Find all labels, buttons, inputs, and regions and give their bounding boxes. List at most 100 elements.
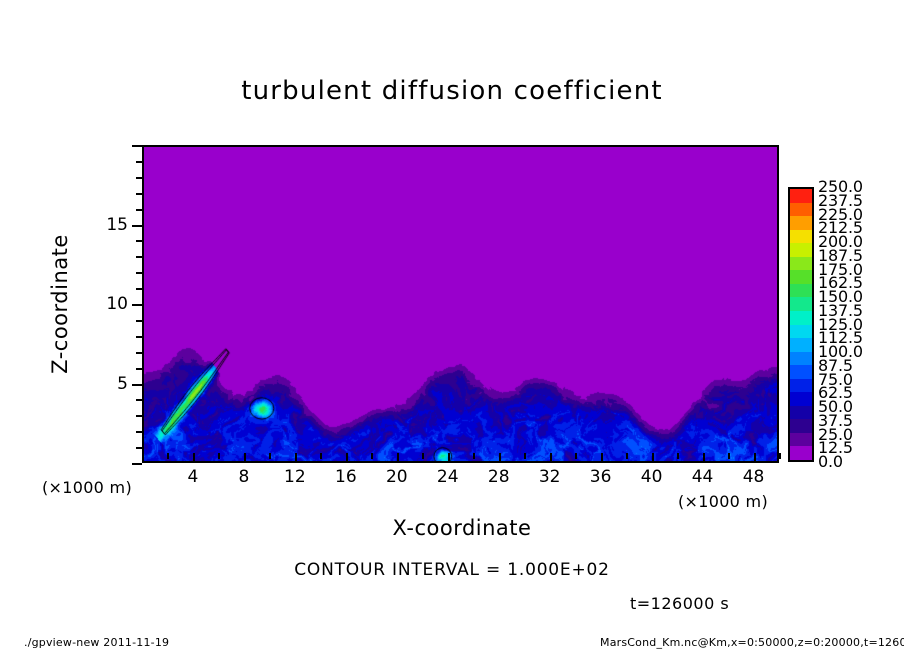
colorbar-band: [790, 432, 812, 447]
x-axis: 4 8 12 16 20 24 28 32 36 40 44 48: [142, 453, 781, 503]
colorbar-tick-label: 225.0: [818, 204, 863, 224]
x-axis-tick: [575, 453, 578, 459]
x-axis-tick: [243, 453, 246, 463]
y-axis-tick: [136, 335, 142, 338]
colorbar-band: [790, 189, 812, 203]
colorbar-tick-label: 150.0: [818, 287, 863, 306]
x-axis-tick-label: 16: [335, 467, 357, 487]
x-axis-tick: [651, 453, 654, 463]
y-axis: 5 10 15: [100, 145, 142, 465]
y-axis-tick: [136, 319, 142, 322]
colorbar-band: [790, 378, 812, 393]
x-axis-unit: (×1000 m): [678, 492, 768, 511]
y-axis-tick: [136, 367, 142, 370]
plot-area: [142, 145, 779, 463]
colorbar-band: [790, 338, 812, 352]
y-axis-tick: [132, 224, 142, 227]
colorbar-band: [790, 256, 812, 271]
x-axis-tick-label: 8: [238, 467, 250, 487]
x-axis-tick: [269, 453, 272, 459]
heatmap-canvas: [144, 147, 777, 461]
colorbar-tick-label: 212.5: [818, 218, 863, 238]
x-axis-tick: [524, 453, 527, 459]
x-axis-tick: [294, 453, 297, 463]
x-axis-tick: [167, 453, 170, 459]
y-axis-tick: [136, 415, 142, 418]
colorbar-tick-label: 100.0: [818, 342, 863, 361]
y-axis-tick: [136, 208, 142, 211]
colorbar-tick-label: 237.5: [818, 190, 863, 210]
x-axis-tick-label: 32: [538, 467, 561, 487]
colorbar-band: [790, 392, 812, 406]
colorbar-band: [790, 446, 812, 460]
colorbar-tick-label: 12.5: [818, 438, 853, 458]
colorbar-band: [790, 351, 812, 366]
x-axis-tick-label: 40: [640, 467, 663, 487]
colorbar: 0.0 12.5 25.0 37.5 50.0 62.5 75.0 87.5 100.0 112.…: [788, 179, 863, 470]
colorbar-band: [790, 243, 812, 257]
contour-interval-label: CONTOUR INTERVAL = 1.000E+02: [294, 560, 610, 580]
colorbar-gradient: [788, 187, 814, 462]
x-axis-tick-label: 44: [691, 467, 714, 487]
x-axis-tick-label: 24: [436, 467, 459, 487]
y-axis-tick: [136, 176, 142, 179]
y-axis-tick: [136, 288, 142, 291]
y-axis-tick: [132, 383, 142, 386]
x-axis-tick: [626, 453, 629, 459]
colorbar-tick-label: 0.0: [818, 452, 843, 471]
y-axis-tick: [132, 463, 142, 465]
colorbar-tick-label: 137.5: [818, 300, 863, 320]
colorbar-tick-label: 50.0: [818, 397, 853, 416]
y-axis-unit: (×1000 m): [42, 478, 132, 497]
x-axis-tick: [677, 453, 680, 459]
footer-source: MarsCond_Km.nc@Km,x=0:50000,z=0:20000,t=…: [600, 636, 904, 649]
y-axis-tick-label: 10: [106, 294, 128, 314]
y-axis-tick: [136, 351, 142, 354]
x-axis-tick-label: 20: [385, 467, 408, 487]
x-axis-tick: [473, 453, 476, 459]
x-axis-tick: [779, 453, 781, 459]
colorbar-band: [790, 202, 812, 217]
time-label: t=126000 s: [630, 594, 730, 613]
colorbar-band: [790, 405, 812, 420]
x-axis-tick: [753, 453, 756, 463]
colorbar-band: [790, 365, 812, 379]
x-axis-tick: [600, 453, 603, 463]
y-axis-tick: [132, 145, 142, 147]
colorbar-band: [790, 216, 812, 230]
colorbar-tick-label: 37.5: [818, 410, 853, 430]
x-axis-tick: [396, 453, 399, 463]
colorbar-tick-label: 87.5: [818, 355, 853, 375]
y-axis-tick: [136, 447, 142, 450]
colorbar-band: [790, 283, 812, 298]
x-axis-tick: [345, 453, 348, 463]
x-axis-tick-label: 28: [487, 467, 510, 487]
x-axis-tick: [728, 453, 731, 459]
x-axis-tick: [320, 453, 323, 459]
x-axis-tick: [549, 453, 552, 463]
colorbar-tick-label: 112.5: [818, 328, 863, 348]
colorbar-tick-label: 250.0: [818, 177, 863, 196]
colorbar-tick-label: 187.5: [818, 245, 863, 265]
x-axis-tick: [422, 453, 425, 459]
x-axis-tick-label: 36: [589, 467, 612, 487]
x-axis-tick-label: 48: [742, 467, 765, 487]
y-axis-tick: [136, 160, 142, 163]
x-axis-title: X-coordinate: [392, 516, 532, 540]
y-axis-tick-label: 15: [106, 214, 128, 235]
colorbar-tick-label: 162.5: [818, 273, 863, 293]
colorbar-tick-label: 62.5: [818, 383, 853, 403]
y-axis-tick: [136, 192, 142, 195]
colorbar-band: [790, 229, 812, 244]
colorbar-tick-label: 200.0: [818, 232, 863, 251]
y-axis-tick: [136, 399, 142, 402]
colorbar-band: [790, 270, 812, 284]
y-axis-title: Z-coordinate: [48, 234, 72, 374]
footer-command: ./gpview-new 2011-11-19: [24, 636, 170, 649]
colorbar-band: [790, 324, 812, 339]
colorbar-tick-label: 25.0: [818, 424, 853, 444]
x-axis-tick: [371, 453, 374, 459]
x-axis-tick-label: 12: [284, 467, 306, 487]
x-axis-tick: [498, 453, 501, 463]
y-axis-tick: [136, 256, 142, 259]
